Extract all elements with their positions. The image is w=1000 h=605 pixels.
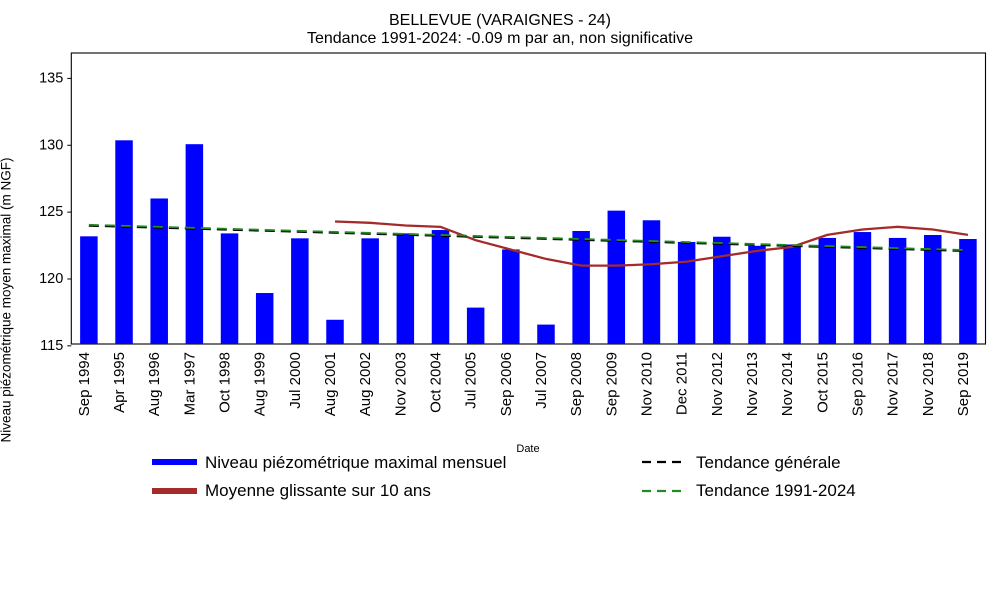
svg-text:Moyenne glissante sur 10 ans: Moyenne glissante sur 10 ans (205, 481, 431, 500)
svg-text:Tendance 1991-2024: Tendance 1991-2024 (696, 481, 856, 500)
svg-text:Tendance générale: Tendance générale (696, 453, 841, 472)
svg-text:Niveau piézométrique maximal m: Niveau piézométrique maximal mensuel (205, 453, 506, 472)
